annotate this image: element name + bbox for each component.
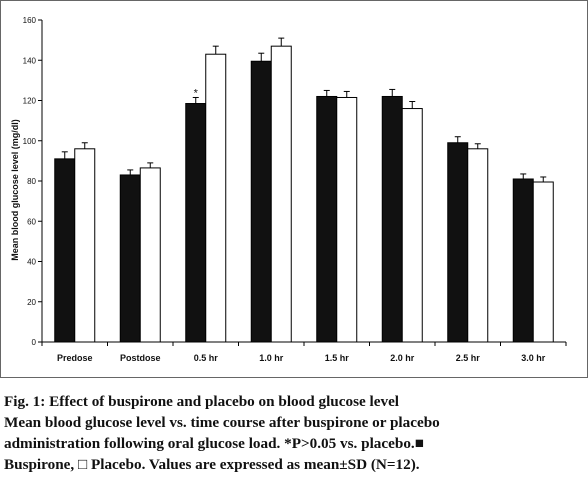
x-tick-label-2: 0.5 hr <box>194 353 219 363</box>
y-tick-label-4: 80 <box>27 177 36 186</box>
bar-buspirone-1 <box>119 174 141 343</box>
bar-buspirone-0 <box>54 158 76 343</box>
y-axis-title: Mean blood glucose level (mg/dl) <box>10 119 20 261</box>
x-tick-label-5: 2.0 hr <box>390 353 415 363</box>
x-tick-label-7: 3.0 hr <box>521 353 546 363</box>
chart-area: 0 20 40 60 80 100 120 140 160 Predose Postdose 0.5 … <box>0 0 588 378</box>
caption-line-4: Buspirone, □ Placebo. Values are express… <box>4 456 420 473</box>
caption-line-1: Fig. 1: Effect of buspirone and placebo … <box>4 393 400 410</box>
caption-line-3: administration following oral glucose lo… <box>4 435 424 452</box>
bar-placebo-1 <box>139 167 161 343</box>
bar-placebo-2 <box>205 53 227 343</box>
bar-buspirone-5 <box>381 95 403 343</box>
x-tick-label-3: 1.0 hr <box>259 353 284 363</box>
y-tick-label-2: 40 <box>27 258 36 267</box>
bar-buspirone-4 <box>316 95 338 343</box>
figure-caption: Fig. 1: Effect of buspirone and placebo … <box>4 391 588 475</box>
labels-group: 0 20 40 60 80 100 120 140 160 Predose Postdose 0.5 … <box>23 16 546 363</box>
chart-frame <box>0 0 588 378</box>
y-tick-label-8: 160 <box>23 16 37 25</box>
bar-placebo-6 <box>467 148 489 343</box>
y-tick-label-1: 20 <box>27 298 36 307</box>
y-tick-label-5: 100 <box>23 137 37 146</box>
bar-placebo-3 <box>270 45 292 343</box>
x-tick-label-6: 2.5 hr <box>456 353 481 363</box>
bars-group <box>54 37 554 343</box>
bar-buspirone-3 <box>250 60 272 343</box>
bar-buspirone-6 <box>447 142 469 343</box>
y-tick-label-0: 0 <box>32 338 37 347</box>
annotation-0: * <box>194 87 199 99</box>
x-tick-label-4: 1.5 hr <box>325 353 350 363</box>
bar-buspirone-2 <box>185 103 207 343</box>
bar-placebo-7 <box>532 181 554 343</box>
caption-line-2: Mean blood glucose level vs. time course… <box>4 414 440 431</box>
y-tick-label-7: 140 <box>23 56 37 65</box>
x-tick-label-0: Predose <box>57 353 93 363</box>
y-tick-label-3: 60 <box>27 217 36 226</box>
bar-placebo-4 <box>336 96 358 343</box>
bar-placebo-0 <box>74 148 96 343</box>
bar-buspirone-7 <box>512 178 534 343</box>
y-tick-label-6: 120 <box>23 97 37 106</box>
bar-placebo-5 <box>401 108 423 343</box>
x-tick-label-1: Postdose <box>120 353 161 363</box>
bar-chart: 0 20 40 60 80 100 120 140 160 Predose Postdose 0.5 … <box>0 0 588 378</box>
